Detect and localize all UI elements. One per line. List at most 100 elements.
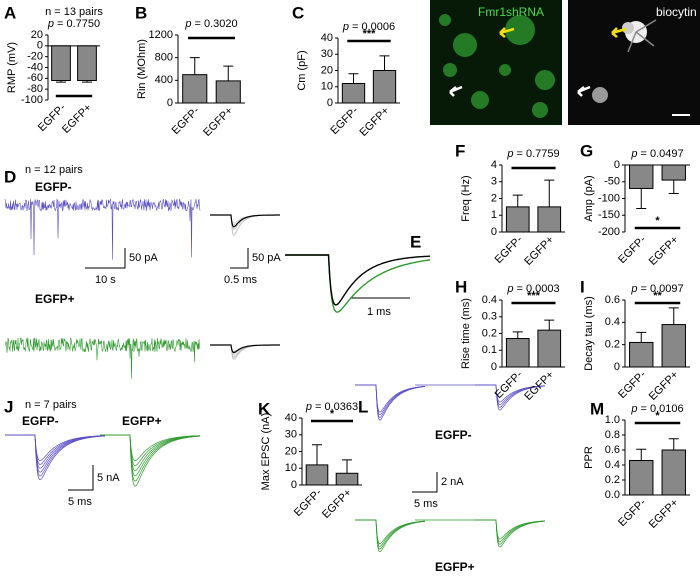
- image-label: Fmr1shRNA: [478, 5, 544, 19]
- error-bar: [668, 307, 679, 325]
- error-bar: [379, 55, 390, 71]
- bar: [182, 74, 208, 104]
- bar: [77, 45, 97, 81]
- y-tick-label: -200: [598, 226, 620, 238]
- trace: [210, 214, 280, 224]
- error-bar: [82, 80, 92, 83]
- trace: [100, 434, 201, 487]
- trace: [355, 519, 426, 553]
- y-tick-label: 3: [491, 176, 497, 188]
- y-tick-label: -100: [598, 192, 620, 204]
- x-tick-label: EGFP-: [493, 233, 525, 265]
- panel-note: n = 7 pairs: [25, 399, 77, 411]
- bar: [505, 338, 530, 368]
- trace: [5, 434, 105, 473]
- significance: ***: [363, 28, 377, 40]
- y-tick-label: 0: [327, 97, 333, 109]
- scale-label: 50 pA: [252, 252, 281, 264]
- error-bar: [189, 57, 200, 75]
- bar: [629, 341, 654, 368]
- bar: [372, 70, 397, 104]
- y-tick-label: 4: [491, 159, 497, 171]
- y-tick-label: 10: [321, 81, 333, 93]
- y-tick-label: 0: [491, 226, 497, 238]
- scale-bar: [68, 465, 94, 491]
- significance: *: [330, 408, 335, 420]
- panel-letter: F: [455, 141, 465, 160]
- x-tick-label: EGFP-: [328, 104, 360, 136]
- panel-letter: L: [358, 397, 368, 416]
- x-tick-label: EGFP+: [647, 497, 681, 531]
- image-label: biocytin: [656, 5, 697, 19]
- y-tick-label: 0.4: [482, 294, 497, 306]
- trace: [355, 519, 425, 544]
- panel-note: n = 13 pairs: [45, 6, 103, 18]
- panel-letter: B: [135, 3, 147, 22]
- bar: [661, 324, 686, 368]
- trace: [475, 519, 546, 548]
- micrograph-right: biocytin: [568, 0, 700, 125]
- scale-label: 5 ms: [414, 498, 438, 510]
- panel-letter: D: [4, 167, 16, 186]
- y-axis-label: Max EPSC (nA): [260, 413, 272, 491]
- y-tick-label: -60: [27, 72, 43, 84]
- y-tick-label: 0.2: [482, 327, 497, 339]
- x-tick-label: EGFP+: [60, 102, 94, 136]
- y-axis-label: Rise time (ms): [460, 298, 472, 369]
- y-tick-label: 40: [285, 412, 297, 424]
- trace: [4, 337, 201, 379]
- y-tick-label: 0.2: [605, 474, 620, 486]
- error-bar: [512, 194, 523, 207]
- significance: **: [653, 290, 662, 302]
- y-tick-label: 0.4: [605, 316, 620, 328]
- y-tick-label: 20: [31, 29, 43, 41]
- y-tick-label: 0.8: [605, 429, 620, 441]
- y-tick-label: 0: [614, 159, 620, 171]
- scale-label: 10 s: [95, 274, 116, 286]
- y-tick-label: -20: [27, 51, 43, 63]
- y-tick-label: 1200: [149, 29, 173, 41]
- y-tick-label: 0.6: [605, 444, 620, 456]
- x-tick-label: EGFP-: [170, 104, 202, 136]
- error-bar: [512, 331, 523, 339]
- y-tick-label: 0: [167, 97, 173, 109]
- p-value: p = 0.0497: [630, 148, 683, 160]
- trace-label: EGFP+: [122, 414, 162, 428]
- trace-label: EGFP+: [35, 292, 75, 306]
- y-tick-label: 0.3: [482, 311, 497, 323]
- x-tick-label: EGFP-: [616, 496, 648, 528]
- trace: [100, 434, 200, 477]
- y-tick-label: -100: [21, 94, 43, 106]
- y-tick-label: -80: [27, 83, 43, 95]
- trace: [210, 214, 280, 228]
- y-axis-label: PPR: [583, 446, 595, 469]
- x-tick-label: EGFP+: [320, 487, 354, 521]
- panel-letter: H: [455, 277, 467, 296]
- y-tick-label: 2: [491, 192, 497, 204]
- bar: [341, 83, 366, 104]
- bar: [629, 164, 654, 189]
- y-tick-label: 0.1: [482, 344, 497, 356]
- trace: [210, 214, 280, 224]
- y-tick-label: -40: [27, 61, 43, 73]
- error-bar: [636, 331, 647, 343]
- y-tick-label: 10: [285, 462, 297, 474]
- scale-label: 2 nA: [441, 476, 464, 488]
- panel-note: n = 12 pairs: [25, 164, 83, 176]
- micrograph-left: Fmr1shRNA: [430, 0, 562, 125]
- trace: [100, 434, 201, 472]
- y-tick-label: 20: [321, 64, 333, 76]
- panel-letter: E: [410, 232, 421, 251]
- bar: [215, 80, 241, 104]
- trace-label: EGFP-: [435, 428, 472, 442]
- panel-letter: C: [292, 3, 304, 22]
- bar: [661, 449, 686, 496]
- y-tick-label: 20: [285, 445, 297, 457]
- error-bar: [312, 444, 322, 465]
- p-value: p = 0.0003: [506, 283, 559, 295]
- significance: ***: [527, 290, 541, 302]
- x-tick-label: EGFP+: [522, 369, 556, 403]
- trace: [100, 434, 201, 467]
- x-tick-label: EGFP+: [647, 369, 681, 403]
- bar: [661, 164, 686, 181]
